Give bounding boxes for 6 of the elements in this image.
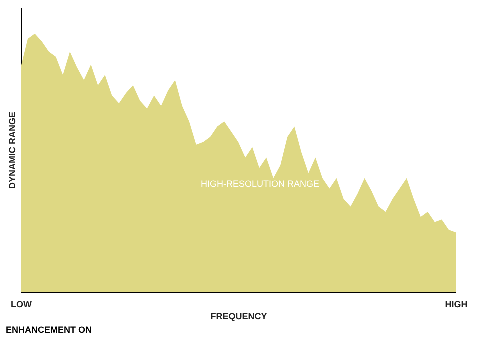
x-axis-title: FREQUENCY [210, 312, 268, 322]
annotation: HIGH-RESOLUTION RANGE [200, 179, 320, 190]
y-axis-title: DYNAMIC RANGE [8, 112, 18, 190]
x-tick-label: HIGH [445, 300, 468, 310]
text: ENHANCEMENT ON [5, 325, 94, 335]
x-tick-label: LOW [11, 300, 32, 310]
